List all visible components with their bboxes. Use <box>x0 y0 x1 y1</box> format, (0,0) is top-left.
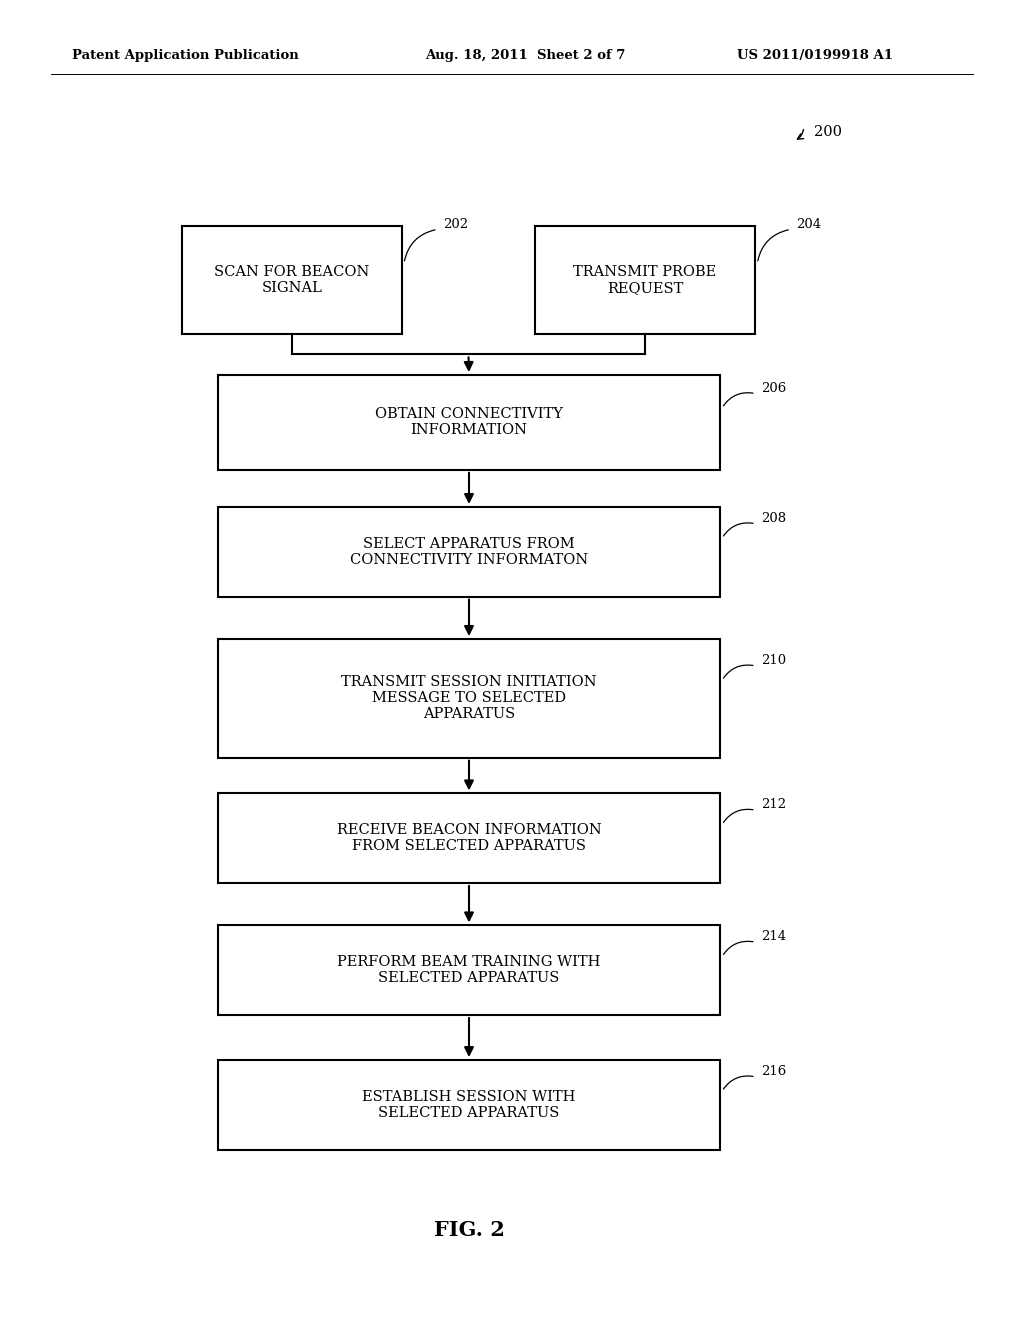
Text: 204: 204 <box>797 218 821 231</box>
Text: OBTAIN CONNECTIVITY
INFORMATION: OBTAIN CONNECTIVITY INFORMATION <box>375 408 563 437</box>
Text: 208: 208 <box>761 512 786 525</box>
Text: 202: 202 <box>442 218 468 231</box>
Text: 212: 212 <box>761 799 786 812</box>
Bar <box>218 793 720 883</box>
Text: TRANSMIT SESSION INITIATION
MESSAGE TO SELECTED
APPARATUS: TRANSMIT SESSION INITIATION MESSAGE TO S… <box>341 675 597 722</box>
Text: 214: 214 <box>761 931 786 944</box>
Text: TRANSMIT PROBE
REQUEST: TRANSMIT PROBE REQUEST <box>573 265 717 294</box>
Bar <box>218 639 720 758</box>
Bar <box>218 507 720 597</box>
Text: RECEIVE BEACON INFORMATION
FROM SELECTED APPARATUS: RECEIVE BEACON INFORMATION FROM SELECTED… <box>337 824 601 853</box>
Text: 210: 210 <box>761 655 786 667</box>
Text: ESTABLISH SESSION WITH
SELECTED APPARATUS: ESTABLISH SESSION WITH SELECTED APPARATU… <box>362 1090 575 1119</box>
Text: 216: 216 <box>761 1065 786 1078</box>
Text: SCAN FOR BEACON
SIGNAL: SCAN FOR BEACON SIGNAL <box>214 265 370 294</box>
Text: 206: 206 <box>761 381 786 395</box>
Text: 200: 200 <box>814 125 842 139</box>
Text: US 2011/0199918 A1: US 2011/0199918 A1 <box>737 49 893 62</box>
Text: Patent Application Publication: Patent Application Publication <box>72 49 298 62</box>
Bar <box>218 1060 720 1150</box>
Text: Aug. 18, 2011  Sheet 2 of 7: Aug. 18, 2011 Sheet 2 of 7 <box>425 49 626 62</box>
Bar <box>535 226 755 334</box>
Bar <box>218 375 720 470</box>
Text: FIG. 2: FIG. 2 <box>433 1220 505 1241</box>
Text: PERFORM BEAM TRAINING WITH
SELECTED APPARATUS: PERFORM BEAM TRAINING WITH SELECTED APPA… <box>337 956 601 985</box>
Bar <box>182 226 401 334</box>
Bar <box>218 925 720 1015</box>
Text: SELECT APPARATUS FROM
CONNECTIVITY INFORMATON: SELECT APPARATUS FROM CONNECTIVITY INFOR… <box>350 537 588 566</box>
